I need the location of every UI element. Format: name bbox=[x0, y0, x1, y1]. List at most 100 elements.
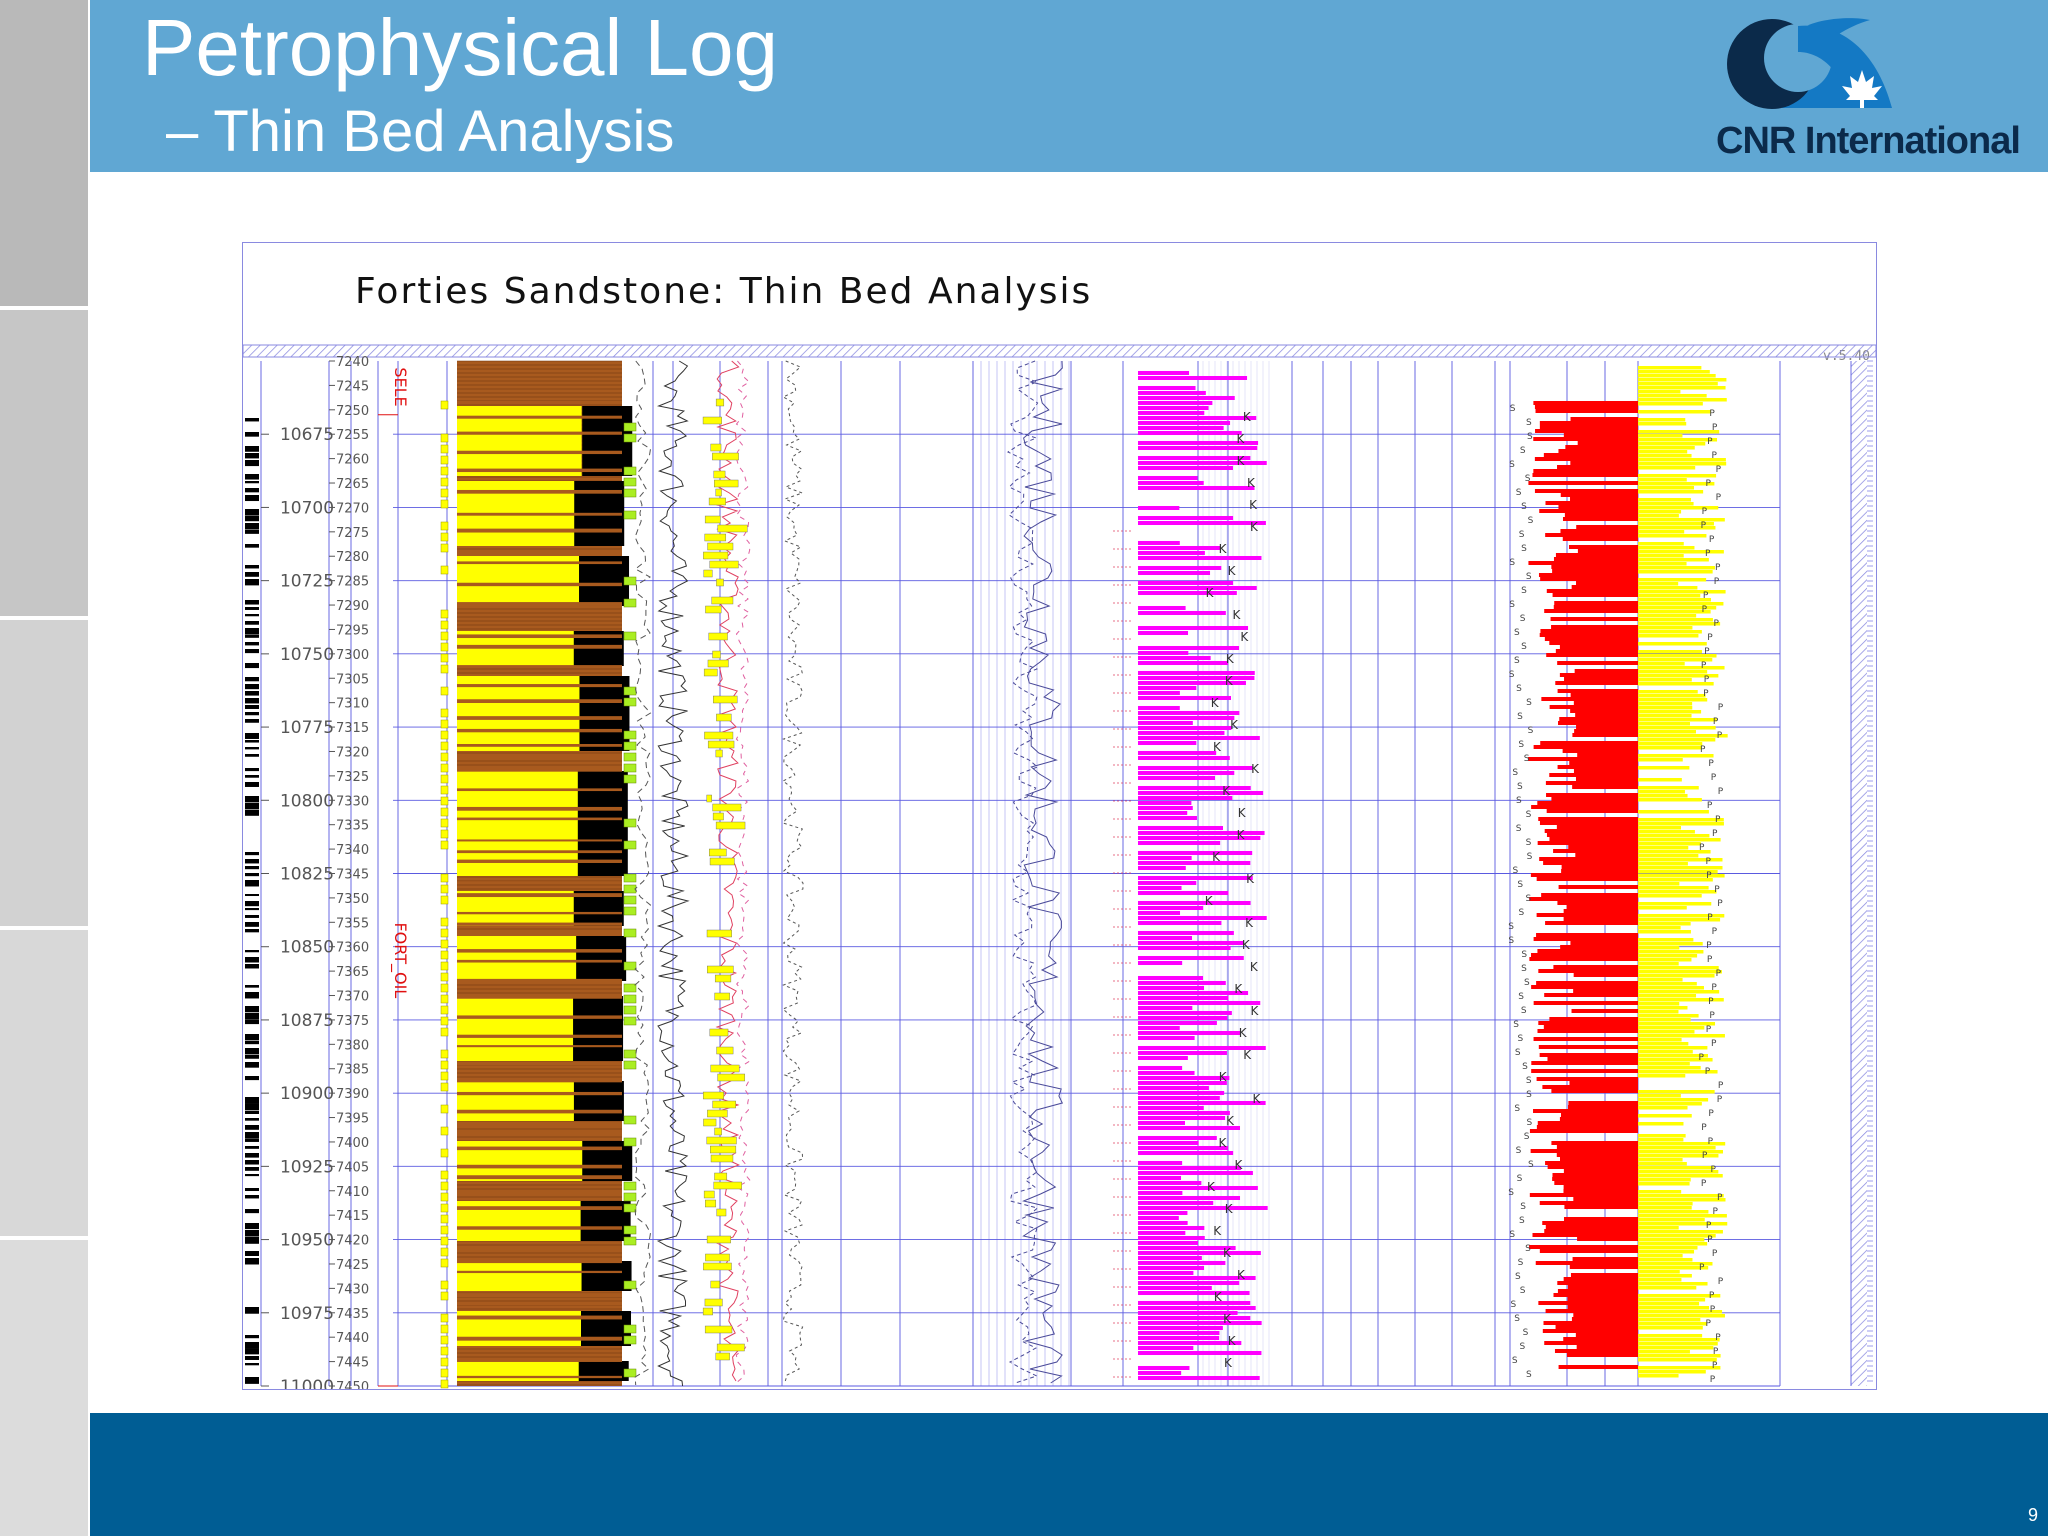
core-barcode-mark bbox=[245, 810, 259, 816]
hydrocarbon-bar bbox=[1530, 873, 1638, 877]
crossover-fill bbox=[710, 1064, 740, 1073]
porosity-bar bbox=[1138, 786, 1251, 790]
porosity-bar bbox=[1138, 1271, 1194, 1275]
hydrocarbon-bar bbox=[1555, 649, 1638, 653]
net-sand-flag bbox=[440, 1148, 449, 1158]
permeability-marker: K bbox=[1243, 410, 1252, 424]
hydrocarbon-bar bbox=[1564, 513, 1638, 517]
porosity-bar bbox=[1138, 556, 1262, 560]
porosity-marker: P bbox=[1699, 843, 1705, 853]
net-sand-flag bbox=[440, 774, 449, 784]
porosity-bar bbox=[1138, 1071, 1195, 1075]
pay-flag bbox=[623, 1005, 637, 1015]
core-barcode-mark bbox=[245, 922, 259, 927]
sand-volume-bar bbox=[1638, 650, 1702, 654]
sand-volume-bar bbox=[1638, 530, 1685, 534]
hydrocarbon-bar bbox=[1533, 1109, 1638, 1113]
sand-volume-bar bbox=[1638, 714, 1692, 718]
sand-bed bbox=[457, 676, 586, 751]
sidebar-tab-5 bbox=[0, 1240, 88, 1536]
hydrocarbon-bar bbox=[1560, 945, 1638, 949]
core-barcode-mark bbox=[245, 1188, 259, 1192]
thin-shale-bed bbox=[457, 788, 622, 792]
hydrocarbon-bar bbox=[1536, 1125, 1638, 1129]
permeability-marker: K bbox=[1228, 1334, 1237, 1348]
sand-volume-bar bbox=[1638, 870, 1718, 874]
hydrocarbon-bar bbox=[1553, 605, 1638, 609]
hydrocarbon-bar bbox=[1532, 473, 1638, 477]
sand-volume-bar bbox=[1638, 1294, 1721, 1298]
porosity-bar bbox=[1138, 936, 1193, 940]
porosity-marker: P bbox=[1718, 1081, 1724, 1091]
sand-volume-bar bbox=[1638, 514, 1679, 518]
pay-flag bbox=[623, 818, 637, 828]
permeability-marker: K bbox=[1236, 432, 1245, 446]
sand-volume-bar bbox=[1638, 1058, 1713, 1062]
net-sand-flag bbox=[440, 1016, 449, 1026]
saturation-marker: S bbox=[1524, 978, 1530, 988]
sand-volume-bar bbox=[1638, 946, 1680, 950]
core-barcode-mark bbox=[245, 628, 259, 635]
crossover-fill bbox=[704, 515, 721, 524]
core-barcode-mark bbox=[245, 635, 259, 638]
sand-volume-bar bbox=[1638, 1098, 1709, 1102]
sand-volume-bar bbox=[1638, 1170, 1719, 1174]
porosity-bar bbox=[1138, 1021, 1217, 1025]
core-barcode-mark bbox=[245, 1118, 259, 1121]
saturation-marker: S bbox=[1509, 670, 1515, 680]
porosity-marker: P bbox=[1711, 1165, 1717, 1175]
core-barcode-mark bbox=[245, 677, 259, 682]
crossover-fill bbox=[709, 857, 735, 866]
hydrocarbon-bar bbox=[1554, 1349, 1638, 1353]
net-sand-flag bbox=[440, 1324, 449, 1334]
sand-bed bbox=[457, 556, 584, 606]
porosity-bar bbox=[1138, 1051, 1227, 1055]
zone-label: SELE bbox=[391, 367, 410, 406]
net-sand-flag bbox=[440, 433, 449, 443]
saturation-marker: S bbox=[1517, 782, 1523, 792]
hydrocarbon-bar bbox=[1545, 1225, 1638, 1229]
sand-volume-bar bbox=[1638, 1042, 1689, 1046]
net-sand-flag bbox=[440, 653, 449, 663]
thin-shale-bed bbox=[457, 1349, 622, 1353]
porosity-bar bbox=[1138, 1086, 1209, 1090]
porosity-bar bbox=[1138, 921, 1222, 925]
tvd-tick-label: 7255 bbox=[336, 428, 369, 443]
net-sand-flag bbox=[440, 873, 449, 883]
sand-volume-bar bbox=[1638, 1346, 1714, 1350]
core-barcode-mark bbox=[245, 1223, 259, 1230]
md-tick-label: 10725 bbox=[280, 572, 334, 592]
porosity-bar bbox=[1138, 1106, 1204, 1110]
sand-volume-bar bbox=[1638, 578, 1707, 582]
pay-flag bbox=[623, 1203, 637, 1213]
hydrocarbon-bar bbox=[1536, 981, 1638, 985]
saturation-marker: S bbox=[1526, 572, 1532, 582]
md-tick-label: 10850 bbox=[280, 938, 334, 958]
net-sand-flag bbox=[440, 1049, 449, 1059]
hydrocarbon-bar bbox=[1552, 593, 1638, 597]
core-barcode-mark bbox=[245, 418, 259, 422]
sand-volume-bar bbox=[1638, 1298, 1706, 1302]
saturation-marker: S bbox=[1526, 838, 1532, 848]
thin-shale-bed bbox=[457, 755, 622, 759]
crossover-fill bbox=[712, 650, 721, 659]
porosity-bar bbox=[1138, 711, 1240, 715]
sidebar-tab-3 bbox=[0, 620, 88, 926]
hydrocarbon-bar bbox=[1561, 869, 1638, 873]
sand-volume-bar bbox=[1638, 1162, 1687, 1166]
hydrocarbon-bar bbox=[1536, 913, 1638, 917]
core-barcode-mark bbox=[245, 719, 259, 723]
tvd-tick-label: 7435 bbox=[336, 1307, 369, 1322]
porosity-bar bbox=[1138, 1241, 1198, 1245]
crossover-fill bbox=[704, 731, 734, 740]
porosity-marker: P bbox=[1712, 1207, 1718, 1217]
pay-flag bbox=[623, 510, 637, 520]
logo-text: CNR International bbox=[1716, 120, 2021, 162]
hydrocarbon-bar bbox=[1561, 865, 1638, 869]
crossover-fill bbox=[713, 470, 726, 479]
hydrocarbon-bar bbox=[1544, 829, 1638, 833]
net-sand-flag bbox=[440, 1247, 449, 1257]
sand-volume-bar bbox=[1638, 718, 1717, 722]
hydrocarbon-bar bbox=[1577, 753, 1638, 757]
permeability-marker: K bbox=[1206, 586, 1215, 600]
